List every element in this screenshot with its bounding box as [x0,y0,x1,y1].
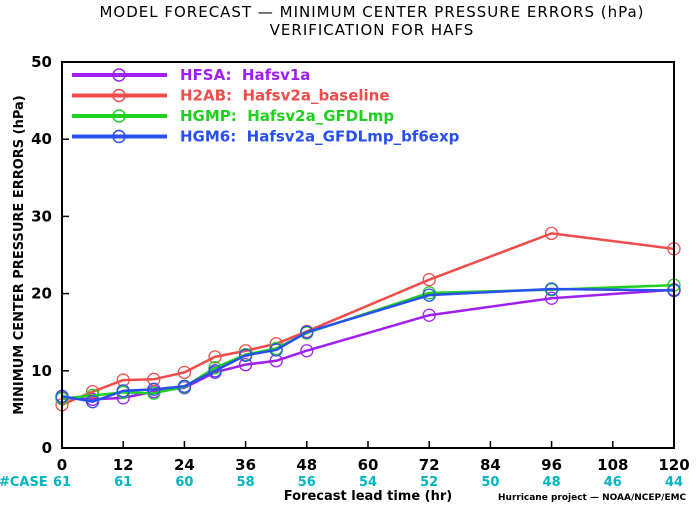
case-count: 61 [114,475,132,490]
y-tick-label: 20 [31,285,52,303]
legend-item: HGMP: Hafsv2a_GFDLmp [72,107,394,125]
legend-label: HGM6: Hafsv2a_GFDLmp_bf6exp [180,128,460,146]
case-count: 48 [543,475,561,490]
series-point [85,384,100,399]
legend-label: HFSA: Hafsv1a [180,66,310,84]
legend-item: H2AB: Hafsv2a_baseline [72,87,390,105]
series-point [238,348,253,363]
series-line [61,288,675,401]
series-point [300,325,314,339]
series-point [208,364,222,378]
case-label: #CASE [0,475,48,490]
y-tick-label: 50 [31,53,52,71]
series-point [208,350,222,364]
case-count: 58 [237,475,255,490]
x-tick-label: 48 [296,456,317,474]
case-count: 44 [665,475,683,490]
case-count: 50 [481,475,499,490]
series-0 [55,283,681,407]
ticks-layer: 0 12 24 36 48 60 72 84 96 108 120 0 10 20 30 40 50 61 61 60… [31,53,690,490]
y-axis-label: MINIMUM CENTER PRESSURE ERRORS (hPa) [12,95,27,415]
legend-item: HFSA: Hafsv1a [72,66,310,84]
x-tick-label: 108 [597,456,628,474]
case-count: 52 [420,475,438,490]
series-line [61,232,675,406]
x-tick-label: 24 [174,456,195,474]
series-point [147,382,161,396]
credit-text: Hurricane project — NOAA/NCEP/EMC [498,493,687,503]
series-3 [55,282,681,409]
series-point [422,273,436,287]
y-tick-label: 40 [31,130,52,148]
series-point [422,308,436,322]
legend: HFSA: Hafsv1a H2AB: Hafsv2a_baseline HGMP:… [72,66,460,146]
series-point [116,384,130,398]
case-count: 54 [359,475,377,490]
legend-swatch-marker [112,129,126,144]
plot-frame [61,61,675,449]
chart-subtitle: VERIFICATION FOR HAFS [270,21,475,39]
case-count: 60 [175,475,193,490]
case-count: 56 [298,475,316,490]
x-tick-label: 120 [658,456,689,474]
legend-label: HGMP: Hafsv2a_GFDLmp [180,107,394,125]
y-tick-label: 10 [31,362,52,380]
series-point [85,395,100,409]
x-tick-label: 84 [480,456,501,474]
series-1 [55,226,681,412]
series-point [177,379,192,393]
series-point [300,344,314,358]
series-point [238,357,253,372]
legend-swatch-marker [112,109,126,123]
series-point [269,343,283,357]
x-tick-label: 96 [541,456,562,474]
legend-swatch-marker [112,88,126,103]
chart-title: MODEL FORECAST — MINIMUM CENTER PRESSURE… [99,3,644,21]
x-tick-label: 72 [419,456,440,474]
legend-label: H2AB: Hafsv2a_baseline [180,87,390,105]
legend-swatch-marker [112,68,126,82]
x-tick-label: 60 [358,456,379,474]
series-point [544,226,559,241]
series-point [544,282,559,296]
x-axis-label: Forecast lead time (hr) [284,489,452,504]
series-line [61,283,675,400]
y-tick-label: 30 [31,207,52,225]
series-point [177,365,192,379]
x-tick-label: 12 [113,456,134,474]
x-tick-label: 0 [57,456,67,474]
series-layer [55,226,681,412]
series-point [147,386,161,400]
series-point [147,372,161,386]
series-point [422,288,436,302]
legend-item: HGM6: Hafsv2a_GFDLmp_bf6exp [72,128,460,146]
x-tick-label: 36 [235,456,256,474]
series-point [544,291,559,305]
case-count: 61 [53,475,71,490]
y-tick-label: 0 [42,439,52,457]
case-count: 46 [604,475,622,490]
